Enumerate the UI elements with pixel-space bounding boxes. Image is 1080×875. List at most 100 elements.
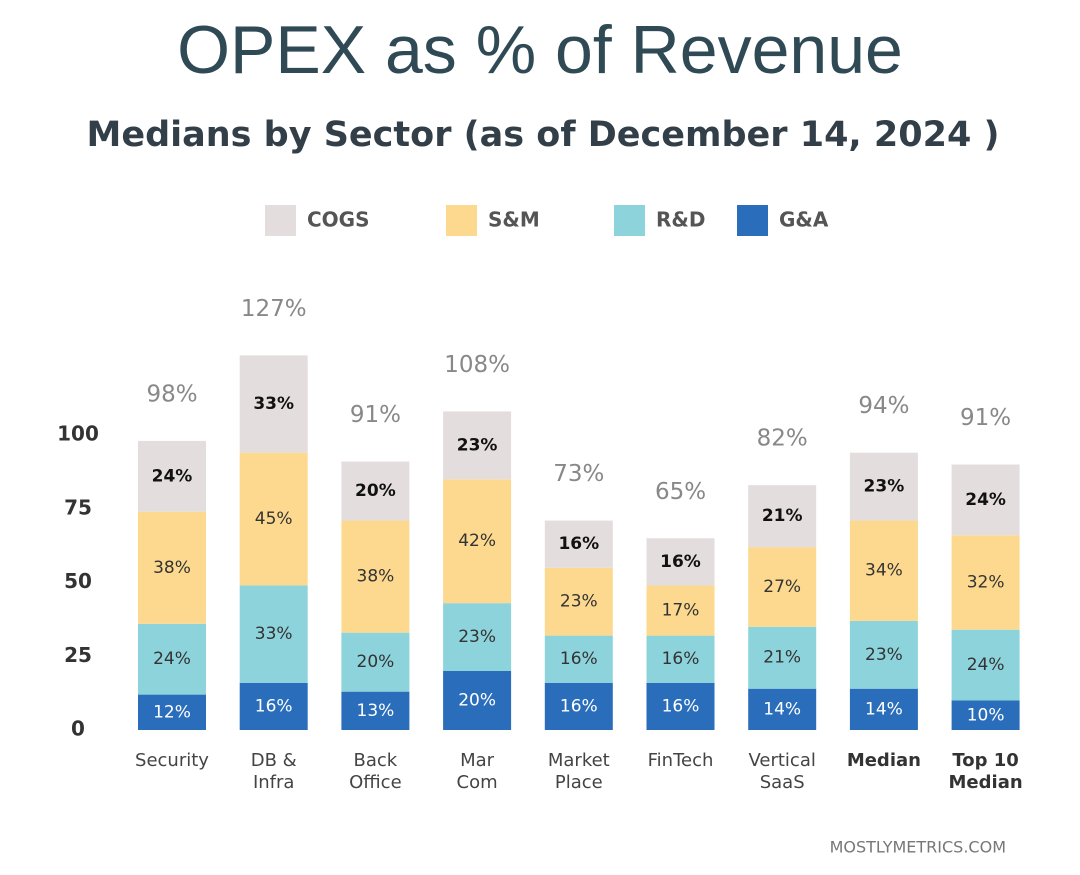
legend-swatch: [446, 205, 477, 236]
data-label: 20%: [357, 652, 395, 672]
bar-segment: [443, 603, 512, 671]
data-label: 16%: [560, 696, 598, 716]
bar-segment: [443, 671, 512, 730]
total-label: 94%: [858, 393, 909, 419]
data-label: 17%: [662, 601, 700, 621]
data-label: 16%: [662, 696, 700, 716]
data-label: 23%: [458, 627, 496, 647]
bar-segment: [646, 585, 715, 636]
bar-segment: [544, 635, 613, 683]
total-label: 65%: [655, 479, 706, 505]
bar-segment: [748, 626, 817, 689]
data-label: 21%: [762, 506, 803, 526]
data-label: 16%: [560, 649, 598, 669]
data-label: 10%: [967, 705, 1005, 725]
bar-segment: [239, 355, 308, 453]
total-label: 108%: [444, 352, 510, 378]
total-label: 127%: [241, 296, 307, 322]
total-label: 73%: [553, 461, 604, 487]
data-label: 14%: [865, 699, 903, 719]
bar-segment: [341, 691, 410, 730]
data-label: 32%: [967, 573, 1005, 593]
bar-segment: [138, 511, 206, 624]
bar-segment: [341, 632, 410, 692]
legend-label: G&A: [779, 208, 829, 232]
data-label: 13%: [357, 701, 395, 721]
legend-swatch: [265, 205, 296, 236]
bar-segment: [951, 629, 1020, 701]
data-label: 33%: [255, 624, 293, 644]
bar-segment: [951, 464, 1020, 536]
bar-segment: [138, 694, 206, 730]
bar-segment: [951, 700, 1020, 730]
bar-segment: [849, 520, 918, 621]
bar-segment: [646, 682, 715, 730]
x-tick-label: Mar Com: [456, 750, 498, 793]
legend-label: COGS: [307, 208, 370, 232]
data-label: 16%: [662, 649, 700, 669]
data-label: 20%: [458, 691, 496, 711]
bar-segment: [544, 520, 613, 568]
data-label: 24%: [967, 655, 1005, 675]
total-label: 82%: [757, 426, 808, 452]
data-label: 23%: [457, 435, 498, 455]
y-tick-label: 25: [64, 643, 92, 667]
legend-label: R&D: [656, 208, 705, 232]
bar-segment: [544, 567, 613, 636]
data-label: 21%: [763, 648, 801, 668]
data-label: 16%: [558, 534, 599, 554]
y-tick-label: 50: [64, 569, 92, 593]
data-label: 34%: [865, 561, 903, 581]
bar-segment: [443, 479, 512, 604]
bar-segment: [748, 547, 817, 627]
data-label: 33%: [253, 394, 294, 414]
data-label: 24%: [965, 490, 1006, 510]
bar-segment: [951, 535, 1020, 630]
bar-segment: [849, 620, 918, 689]
y-tick-label: 100: [57, 422, 99, 446]
data-label: 14%: [763, 699, 801, 719]
y-tick-label: 75: [64, 495, 92, 519]
x-tick-label: FinTech: [647, 750, 714, 771]
bar-segment: [443, 411, 512, 480]
bar-segment: [138, 623, 206, 695]
x-tick-label: Market Place: [547, 750, 610, 793]
chart-title: OPEX as % of Revenue: [177, 12, 903, 88]
x-tick-label: Security: [135, 750, 209, 771]
bar-segment: [748, 485, 817, 548]
data-label: 16%: [660, 552, 701, 572]
data-label: 27%: [763, 577, 801, 597]
bar-segment: [646, 538, 715, 586]
data-label: 38%: [153, 558, 191, 578]
bar-segment: [239, 585, 308, 683]
x-tick-label: DB & Infra: [250, 750, 297, 793]
data-label: 24%: [153, 649, 191, 669]
data-label: 20%: [355, 481, 396, 501]
bar-segment: [748, 688, 817, 730]
bar-segment: [849, 452, 918, 521]
x-tick-label: Vertical SaaS: [748, 750, 816, 793]
total-label: 91%: [350, 402, 401, 428]
bar-segment: [849, 688, 918, 730]
legend-label: S&M: [488, 208, 540, 232]
data-label: 23%: [864, 477, 905, 497]
legend-swatch: [737, 205, 768, 236]
bar-segment: [544, 682, 613, 730]
x-tick-label: Back Office: [349, 750, 402, 793]
data-label: 38%: [357, 567, 395, 587]
source: MOSTLYMETRICS.COM: [830, 838, 1006, 857]
total-label: 98%: [146, 381, 197, 407]
total-label: 91%: [960, 405, 1011, 431]
bar-segment: [341, 461, 410, 521]
data-label: 45%: [255, 509, 293, 529]
chart-subtitle: Medians by Sector (as of December 14, 20…: [87, 115, 1000, 155]
bar-segment: [646, 635, 715, 683]
x-tick-label: Top 10 Median: [948, 750, 1023, 793]
y-tick-label: 0: [71, 717, 85, 741]
data-label: 24%: [152, 466, 193, 486]
data-label: 23%: [560, 592, 598, 612]
bar-segment: [138, 440, 206, 512]
bar-segment: [341, 520, 410, 633]
